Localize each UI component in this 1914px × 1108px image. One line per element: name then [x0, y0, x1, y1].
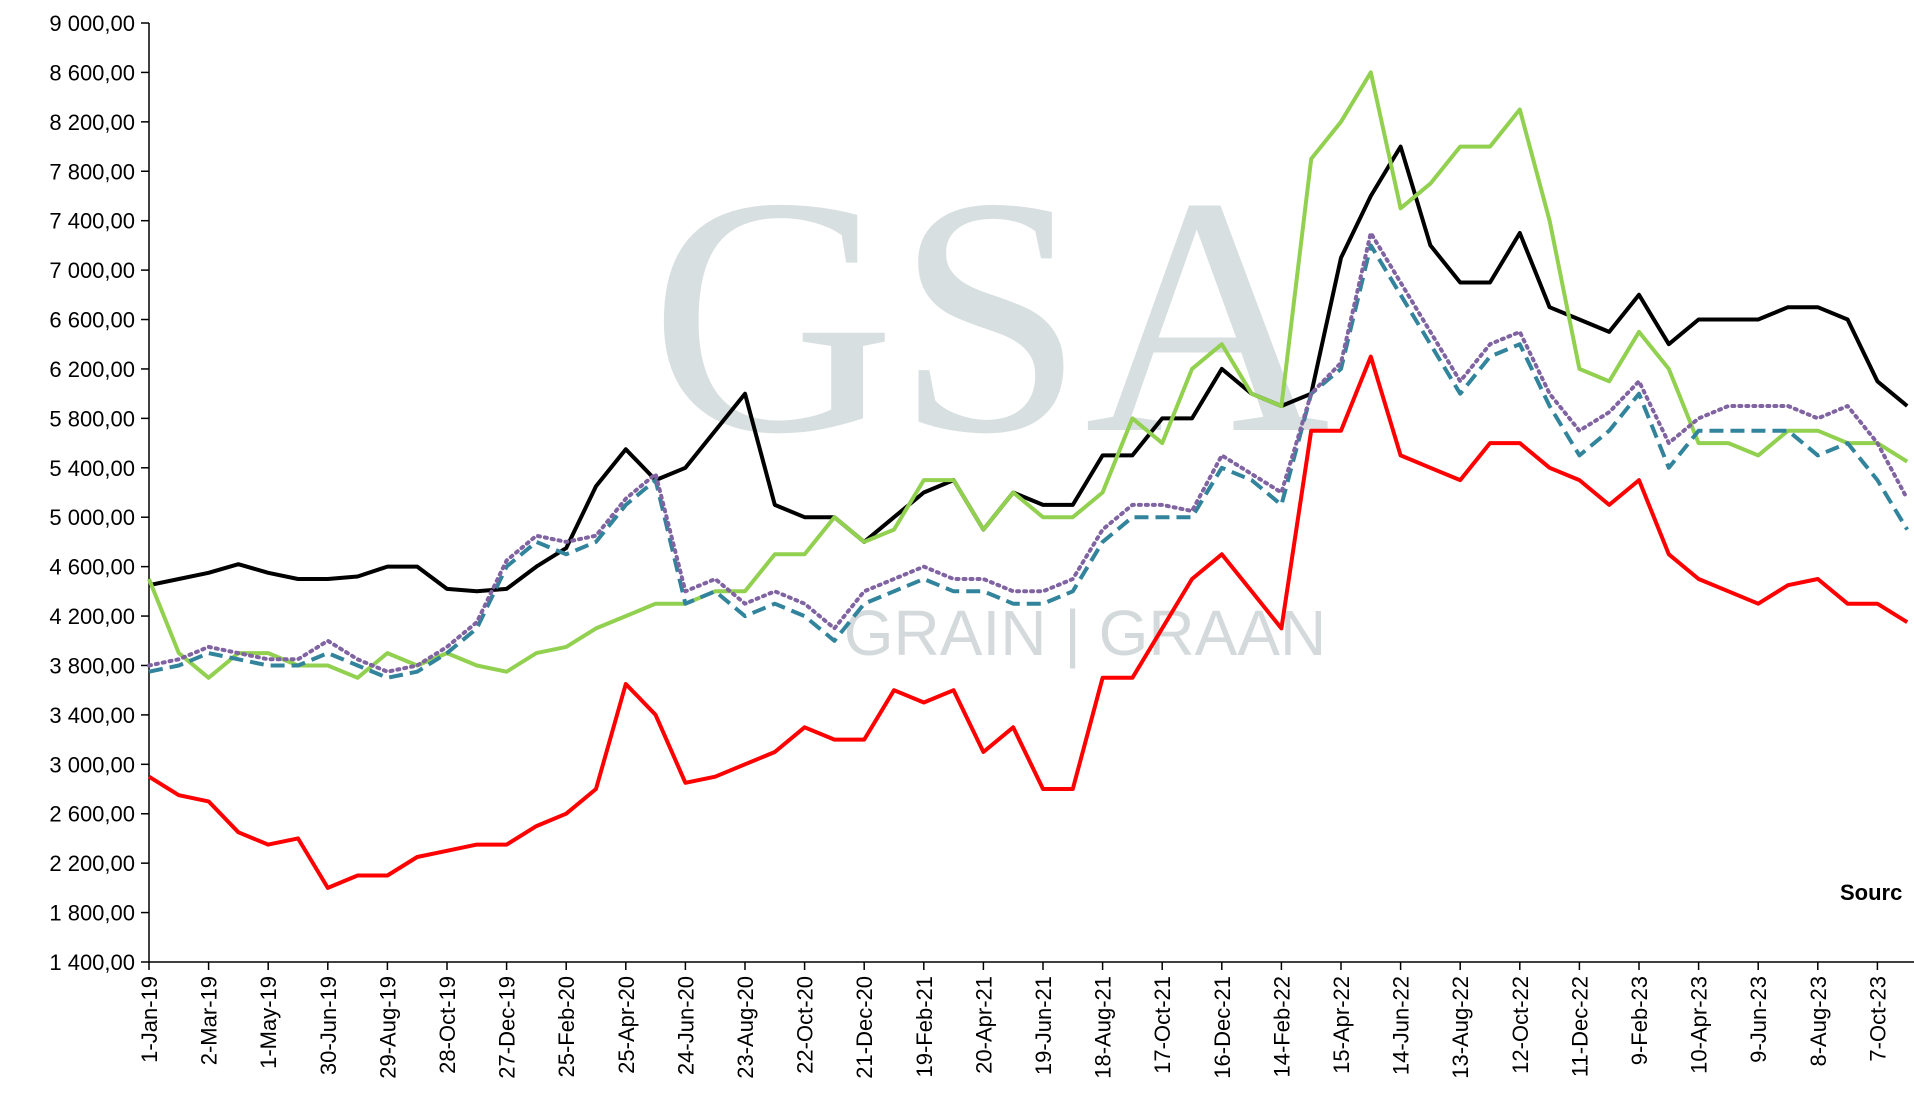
y-tick-label: 4 200,00 — [49, 604, 135, 629]
y-tick-label: 6 200,00 — [49, 357, 135, 382]
y-tick-label: 1 400,00 — [49, 950, 135, 975]
x-tick-label: 18-Aug-21 — [1091, 976, 1116, 1079]
y-tick-label: 7 000,00 — [49, 258, 135, 283]
x-tick-label: 25-Apr-20 — [614, 976, 639, 1074]
x-tick-label: 19-Feb-21 — [912, 976, 937, 1078]
x-tick-label: 16-Dec-21 — [1210, 976, 1235, 1079]
series-line — [148, 144, 1909, 594]
x-tick-label: 17-Oct-21 — [1150, 976, 1175, 1074]
watermark-logo: GSA — [650, 127, 1330, 504]
y-tick-label: 7 400,00 — [49, 209, 135, 234]
x-tick-label: 12-Oct-22 — [1508, 976, 1533, 1074]
x-tick-label: 24-Jun-20 — [673, 976, 698, 1075]
x-tick-label: 8-Aug-23 — [1806, 976, 1831, 1067]
y-tick-label: 3 000,00 — [49, 752, 135, 777]
x-tick-label: 19-Jun-21 — [1031, 976, 1056, 1075]
x-tick-label: 25-Feb-20 — [554, 976, 579, 1078]
x-tick-label: 15-Apr-22 — [1329, 976, 1354, 1074]
x-tick-label: 9-Jun-23 — [1746, 976, 1771, 1063]
x-tick-label: 1-May-19 — [256, 976, 281, 1069]
series-line — [147, 354, 1909, 890]
annotation: Sourc — [1840, 880, 1902, 905]
x-tick-label: 22-Oct-20 — [793, 976, 818, 1074]
x-tick-label: 20-Apr-21 — [971, 976, 996, 1074]
y-tick-label: 1 800,00 — [49, 901, 135, 926]
x-tick-label: 28-Oct-19 — [435, 976, 460, 1074]
series-line — [147, 70, 1909, 680]
x-tick-label: 11-Dec-22 — [1567, 976, 1592, 1077]
y-tick-label: 8 200,00 — [49, 110, 135, 135]
y-tick-label: 6 600,00 — [49, 308, 135, 333]
y-tick-label: 4 600,00 — [49, 555, 135, 580]
x-tick-label: 30-Jun-19 — [316, 976, 341, 1075]
x-tick-label: 21-Dec-20 — [852, 976, 877, 1079]
y-tick-label: 5 000,00 — [49, 505, 135, 530]
x-tick-label: 9-Feb-23 — [1627, 976, 1652, 1065]
y-tick-label: 7 800,00 — [49, 159, 135, 184]
y-tick-label: 2 200,00 — [49, 851, 135, 876]
x-tick-label: 27-Dec-19 — [495, 976, 520, 1079]
x-tick-label: 29-Aug-19 — [375, 976, 400, 1079]
x-tick-label: 1-Jan-19 — [137, 976, 162, 1063]
x-tick-label: 2-Mar-19 — [197, 976, 222, 1065]
y-tick-label: 9 000,00 — [49, 11, 135, 36]
y-tick-label: 2 600,00 — [49, 802, 135, 827]
x-tick-label: 14-Jun-22 — [1389, 976, 1414, 1075]
y-tick-label: 8 600,00 — [49, 60, 135, 85]
y-tick-label: 3 800,00 — [49, 653, 135, 678]
series-line — [147, 231, 1910, 674]
y-tick-label: 5 800,00 — [49, 406, 135, 431]
y-tick-label: 3 400,00 — [49, 703, 135, 728]
x-tick-label: 13-Aug-22 — [1448, 976, 1473, 1079]
x-tick-label: 23-Aug-20 — [733, 976, 758, 1079]
x-tick-label: 7-Oct-23 — [1865, 976, 1890, 1062]
y-tick-label: 5 400,00 — [49, 456, 135, 481]
series-line — [148, 243, 1909, 680]
x-tick-label: 10-Apr-23 — [1687, 976, 1712, 1074]
watermark-text: GRAIN | GRAAN — [844, 597, 1326, 669]
x-tick-label: 14-Feb-22 — [1269, 976, 1294, 1078]
